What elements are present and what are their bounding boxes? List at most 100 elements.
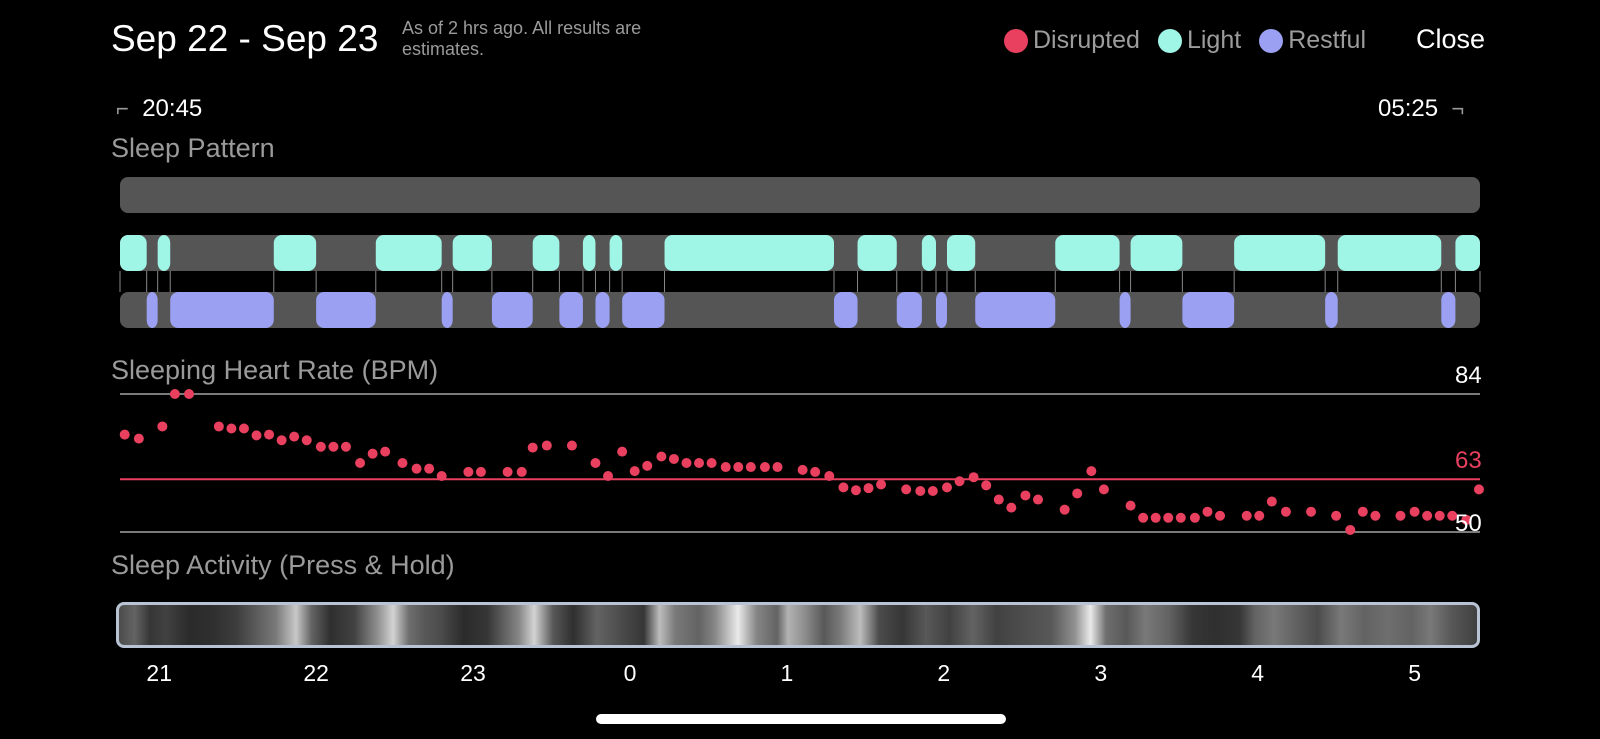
hr-point bbox=[1215, 510, 1226, 521]
restful-segment bbox=[833, 292, 858, 328]
restful-segment bbox=[1182, 292, 1235, 328]
hr-point bbox=[264, 429, 275, 440]
hr-point bbox=[617, 446, 628, 457]
time-tick: 1 bbox=[780, 660, 794, 686]
hr-point bbox=[1175, 512, 1186, 523]
hr-point bbox=[772, 462, 783, 473]
restful-segment bbox=[975, 292, 1056, 328]
hr-point bbox=[1473, 484, 1484, 495]
home-indicator[interactable] bbox=[596, 714, 1006, 724]
hr-point bbox=[954, 476, 965, 487]
hr-point bbox=[733, 462, 744, 473]
hr-point bbox=[436, 470, 447, 481]
hr-point bbox=[927, 486, 938, 497]
hr-point bbox=[1370, 510, 1381, 521]
legend-disrupted-label: Disrupted bbox=[1032, 26, 1140, 54]
legend-light: Light bbox=[1157, 26, 1242, 55]
hr-point bbox=[759, 462, 770, 473]
hr-point bbox=[720, 462, 731, 473]
hr-point bbox=[706, 458, 717, 468]
hr-point bbox=[340, 441, 351, 452]
hr-point bbox=[315, 441, 326, 452]
hr-point bbox=[681, 458, 692, 468]
light-segment bbox=[532, 235, 560, 271]
hr-point bbox=[226, 423, 237, 434]
legend-restful-label: Restful bbox=[1288, 26, 1366, 54]
hr-point bbox=[424, 463, 435, 474]
light-segment bbox=[1455, 235, 1480, 271]
hr-point bbox=[656, 451, 667, 462]
sleep-pattern-chart bbox=[119, 177, 1481, 328]
hr-point bbox=[629, 466, 640, 477]
light-dot-icon bbox=[1157, 28, 1182, 53]
hr-point bbox=[850, 485, 861, 496]
time-tick: 23 bbox=[460, 660, 486, 686]
sleep-activity-bar[interactable] bbox=[116, 602, 1480, 648]
light-segment bbox=[857, 235, 897, 271]
hr-point bbox=[1163, 512, 1174, 523]
hr-point bbox=[1241, 510, 1252, 521]
time-tick: 4 bbox=[1251, 660, 1265, 686]
light-segment bbox=[120, 235, 147, 271]
restful-segment bbox=[935, 292, 947, 328]
hr-point bbox=[119, 429, 130, 440]
light-segment bbox=[1130, 235, 1183, 271]
start-time: ⌐ 20:45 bbox=[116, 95, 202, 123]
end-time: 05:25 ¬ bbox=[1378, 95, 1464, 123]
hr-point bbox=[642, 460, 653, 471]
hr-point bbox=[1032, 494, 1043, 505]
hr-point bbox=[1150, 512, 1161, 523]
hr-point bbox=[1020, 490, 1031, 501]
light-segment bbox=[582, 235, 596, 271]
hr-point bbox=[1098, 484, 1109, 495]
light-segment bbox=[664, 235, 834, 271]
hr-point bbox=[1125, 500, 1136, 511]
hr-point bbox=[238, 423, 249, 434]
hr-point bbox=[397, 458, 408, 468]
light-segment bbox=[452, 235, 492, 271]
bracket-right-icon: ¬ bbox=[1451, 96, 1465, 121]
hr-point bbox=[133, 433, 144, 444]
hr-avg-label: 63 bbox=[1455, 447, 1482, 475]
restful-segment bbox=[1441, 292, 1456, 328]
hr-point bbox=[328, 441, 339, 452]
close-button[interactable]: Close bbox=[1416, 24, 1486, 54]
light-segment bbox=[273, 235, 317, 271]
restful-segment bbox=[622, 292, 665, 328]
restful-dot-icon bbox=[1259, 28, 1284, 53]
light-segment bbox=[921, 235, 936, 271]
hr-point bbox=[541, 440, 552, 451]
hr-point bbox=[169, 389, 180, 399]
pattern-track-2 bbox=[120, 292, 1480, 328]
estimate-note: As of 2 hrs ago. All results are estimat… bbox=[402, 18, 642, 59]
hr-point bbox=[1395, 510, 1406, 521]
legend-light-label: Light bbox=[1186, 26, 1242, 54]
time-tick: 3 bbox=[1094, 660, 1108, 686]
pattern-track-0 bbox=[120, 177, 1480, 213]
hr-max-label: 84 bbox=[1455, 362, 1482, 389]
legend-restful: Restful bbox=[1259, 26, 1366, 55]
hr-point bbox=[590, 458, 601, 468]
hr-point bbox=[1086, 466, 1097, 477]
time-tick: 5 bbox=[1408, 660, 1422, 686]
heart-rate-chart bbox=[119, 389, 1484, 535]
sleep-pattern-title: Sleep Pattern bbox=[111, 133, 275, 163]
restful-segment bbox=[896, 292, 922, 328]
hr-point bbox=[1280, 506, 1291, 517]
time-tick: 21 bbox=[146, 660, 173, 686]
hr-point bbox=[668, 453, 679, 464]
restful-segment bbox=[559, 292, 583, 328]
hr-point bbox=[981, 480, 992, 491]
hr-point bbox=[941, 482, 952, 493]
hr-point bbox=[1189, 512, 1200, 523]
light-segment bbox=[157, 235, 171, 271]
time-tick: 22 bbox=[303, 660, 329, 686]
end-time-value: 05:25 bbox=[1378, 95, 1439, 122]
restful-segment bbox=[146, 292, 158, 328]
hr-point bbox=[694, 458, 705, 468]
bracket-left-icon: ⌐ bbox=[116, 96, 129, 121]
hr-point bbox=[380, 446, 391, 457]
page-title: Sep 22 - Sep 23 bbox=[111, 18, 379, 59]
hr-point bbox=[502, 466, 513, 477]
hr-point bbox=[838, 482, 849, 493]
